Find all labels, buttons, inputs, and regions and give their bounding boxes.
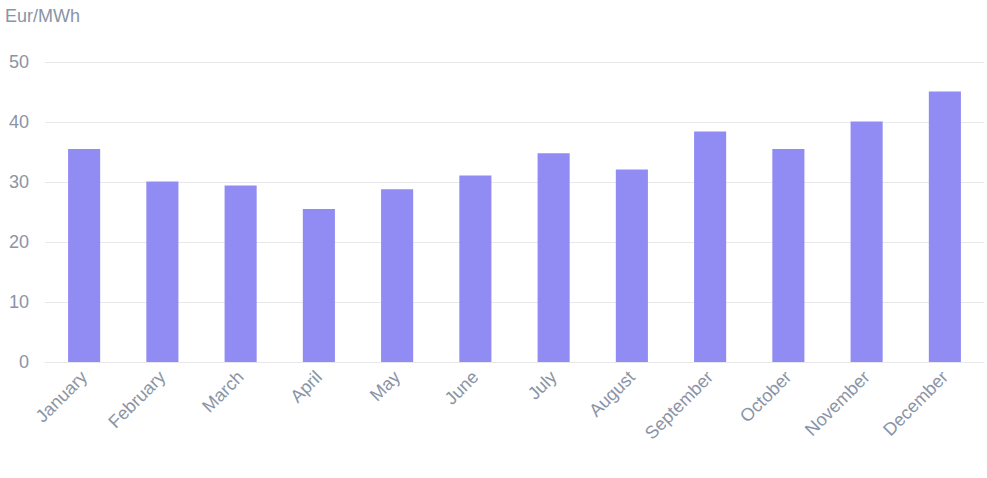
svg-text:December: December — [879, 367, 952, 440]
svg-text:Eur/MWh: Eur/MWh — [5, 6, 80, 26]
svg-text:30: 30 — [9, 172, 29, 192]
svg-text:20: 20 — [9, 232, 29, 252]
svg-text:January: January — [32, 367, 91, 426]
svg-text:April: April — [286, 367, 326, 407]
svg-text:50: 50 — [9, 52, 29, 72]
svg-text:October: October — [736, 367, 795, 426]
svg-text:May: May — [366, 367, 404, 405]
svg-text:August: August — [585, 367, 639, 421]
svg-text:September: September — [641, 367, 717, 443]
svg-text:March: March — [198, 367, 247, 416]
svg-text:February: February — [104, 367, 169, 432]
svg-text:10: 10 — [9, 292, 29, 312]
svg-text:November: November — [801, 367, 874, 440]
svg-text:June: June — [441, 367, 483, 409]
svg-text:40: 40 — [9, 112, 29, 132]
svg-text:July: July — [524, 367, 561, 404]
svg-text:0: 0 — [19, 352, 29, 372]
